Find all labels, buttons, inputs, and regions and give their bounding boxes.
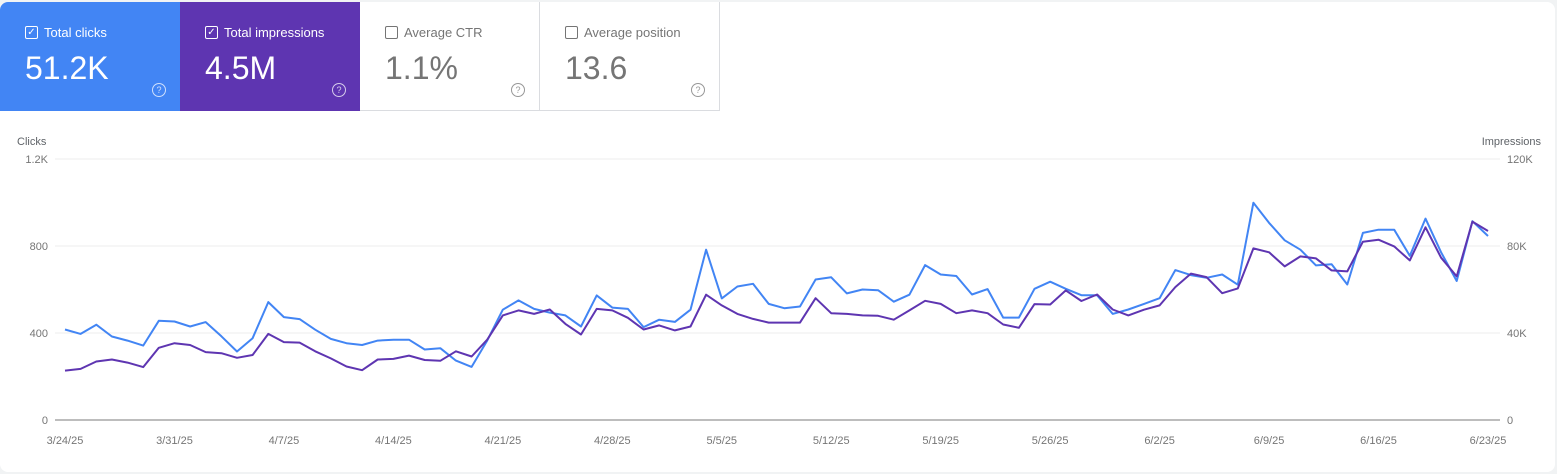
right-tick-label: 0 bbox=[1507, 415, 1513, 427]
x-tick-label: 4/14/25 bbox=[375, 435, 412, 447]
x-tick-label: 6/2/25 bbox=[1144, 435, 1175, 447]
card-average-ctr[interactable]: Average CTR 1.1% ? bbox=[360, 2, 540, 111]
right-tick-label: 40K bbox=[1507, 328, 1527, 340]
left-tick-label: 1.2K bbox=[25, 154, 48, 166]
x-tick-label: 3/24/25 bbox=[47, 435, 84, 447]
card-value: 51.2K bbox=[25, 50, 109, 86]
x-tick-label: 4/7/25 bbox=[269, 435, 300, 447]
left-axis-title: Clicks bbox=[17, 136, 47, 148]
card-value: 1.1% bbox=[385, 50, 458, 86]
left-tick-label: 800 bbox=[30, 241, 48, 253]
right-tick-label: 120K bbox=[1507, 154, 1533, 166]
help-icon[interactable]: ? bbox=[332, 83, 346, 97]
checkbox-checked-icon[interactable]: ✓ bbox=[25, 26, 38, 39]
checkbox-unchecked-icon[interactable] bbox=[565, 26, 578, 39]
checkbox-checked-icon[interactable]: ✓ bbox=[205, 26, 218, 39]
x-tick-label: 3/31/25 bbox=[156, 435, 193, 447]
help-icon[interactable]: ? bbox=[691, 83, 705, 97]
left-tick-label: 0 bbox=[42, 415, 48, 427]
card-label: Average position bbox=[584, 25, 681, 40]
card-average-position[interactable]: Average position 13.6 ? bbox=[540, 2, 720, 111]
help-icon[interactable]: ? bbox=[152, 83, 166, 97]
card-label: Average CTR bbox=[404, 25, 483, 40]
card-label: Total clicks bbox=[44, 25, 107, 40]
series-line-impressions bbox=[64, 220, 1489, 372]
left-tick-label: 400 bbox=[30, 328, 48, 340]
x-tick-label: 4/28/25 bbox=[594, 435, 631, 447]
card-label: Total impressions bbox=[224, 25, 325, 40]
right-axis-title: Impressions bbox=[1481, 136, 1541, 148]
x-tick-label: 4/21/25 bbox=[484, 435, 521, 447]
x-tick-label: 6/23/25 bbox=[1470, 435, 1507, 447]
checkbox-unchecked-icon[interactable] bbox=[385, 26, 398, 39]
x-tick-label: 5/12/25 bbox=[813, 435, 850, 447]
series-line-clicks bbox=[64, 201, 1489, 368]
card-value: 13.6 bbox=[565, 50, 628, 86]
x-tick-label: 6/16/25 bbox=[1360, 435, 1397, 447]
help-icon[interactable]: ? bbox=[511, 83, 525, 97]
x-tick-label: 5/19/25 bbox=[922, 435, 959, 447]
card-total-impressions[interactable]: ✓ Total impressions 4.5M ? bbox=[180, 2, 360, 111]
metric-cards: ✓ Total clicks 51.2K ? ✓ Total impressions… bbox=[0, 2, 720, 111]
x-tick-label: 5/26/25 bbox=[1032, 435, 1069, 447]
x-tick-label: 5/5/25 bbox=[706, 435, 737, 447]
right-tick-label: 80K bbox=[1507, 241, 1527, 253]
card-value: 4.5M bbox=[205, 50, 277, 86]
x-tick-label: 6/9/25 bbox=[1254, 435, 1285, 447]
card-total-clicks[interactable]: ✓ Total clicks 51.2K ? bbox=[0, 2, 180, 111]
